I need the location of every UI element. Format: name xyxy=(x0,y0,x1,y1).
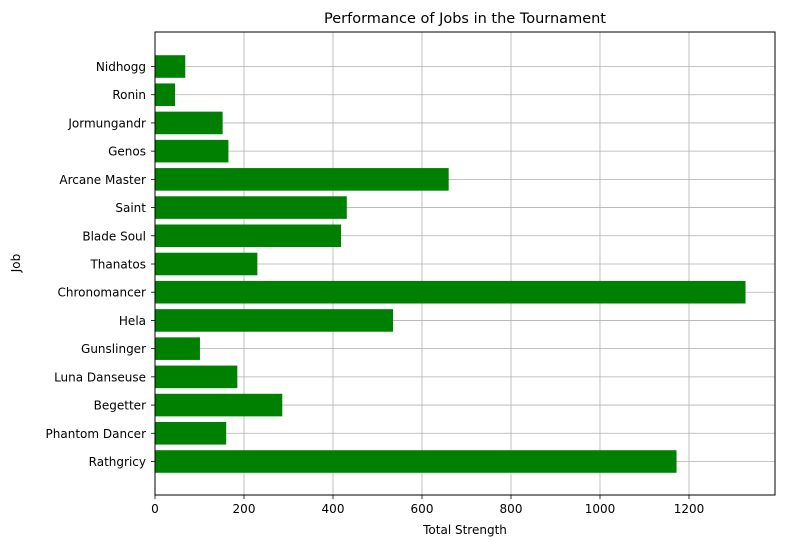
bar xyxy=(155,83,176,106)
y-axis-label: Job xyxy=(9,254,23,274)
bar xyxy=(155,337,200,360)
bar xyxy=(155,422,227,445)
x-tick-label: 1000 xyxy=(585,502,616,516)
chart-title: Performance of Jobs in the Tournament xyxy=(324,11,606,27)
x-tick-label: 1200 xyxy=(674,502,705,516)
y-tick-label: Jormungandr xyxy=(67,116,146,130)
bars xyxy=(155,55,746,473)
y-tick-label: Ronin xyxy=(112,88,146,102)
bar xyxy=(155,168,449,191)
x-tick-label: 200 xyxy=(233,502,256,516)
x-axis-ticks: 0 200 400 600 800 1000 1200 xyxy=(151,495,704,516)
x-axis-label: Total Strength xyxy=(422,523,507,537)
y-tick-label: Luna Danseuse xyxy=(54,370,146,384)
y-tick-label: Genos xyxy=(108,145,146,159)
bar xyxy=(155,111,223,135)
bar xyxy=(155,450,677,473)
bar xyxy=(155,309,394,332)
y-tick-label: Hela xyxy=(119,314,146,328)
y-tick-label: Thanatos xyxy=(89,258,146,272)
y-axis-ticks: Rathgricy Phantom Dancer Begetter Luna Dans… xyxy=(46,60,155,469)
grid-lines xyxy=(154,32,775,495)
y-tick-label: Arcane Master xyxy=(59,173,146,187)
x-tick-label: 600 xyxy=(411,502,434,516)
x-tick-label: 400 xyxy=(322,502,345,516)
y-tick-label: Gunslinger xyxy=(81,342,146,356)
bar xyxy=(155,139,229,163)
bar xyxy=(155,393,283,417)
x-tick-label: 0 xyxy=(151,502,159,516)
y-tick-label: Rathgricy xyxy=(89,455,146,469)
y-tick-label: Phantom Dancer xyxy=(46,427,147,441)
plot-frame xyxy=(154,31,776,496)
bar xyxy=(155,55,186,78)
bar xyxy=(155,280,746,304)
y-tick-label: Blade Soul xyxy=(82,229,146,243)
y-tick-label: Chronomancer xyxy=(57,286,146,300)
y-tick-label: Nidhogg xyxy=(96,60,146,74)
bar xyxy=(155,196,347,219)
y-tick-label: Begetter xyxy=(94,399,146,413)
x-tick-label: 800 xyxy=(500,502,523,516)
y-tick-label: Saint xyxy=(115,201,146,215)
bar xyxy=(155,252,258,276)
bar xyxy=(155,365,238,389)
bar xyxy=(155,224,342,248)
